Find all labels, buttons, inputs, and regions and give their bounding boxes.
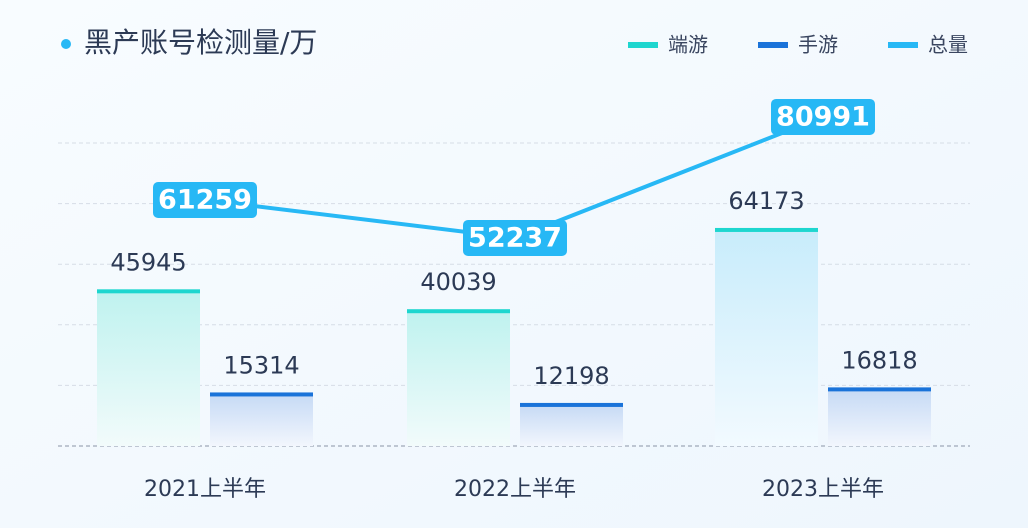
data-label: 40039 xyxy=(420,268,496,296)
legend-label: 总量 xyxy=(928,33,968,57)
bar-top xyxy=(828,387,931,392)
legend-label: 端游 xyxy=(668,33,708,57)
bar xyxy=(520,404,623,446)
total-label: 80991 xyxy=(776,101,870,132)
bar xyxy=(715,229,818,446)
x-tick-label: 2023上半年 xyxy=(762,477,884,502)
bar-top xyxy=(520,402,623,407)
total-label: 61259 xyxy=(158,184,252,215)
bar-top xyxy=(407,309,510,314)
data-label: 12198 xyxy=(533,362,609,390)
bar xyxy=(828,389,931,446)
bar xyxy=(407,311,510,446)
data-label: 45945 xyxy=(110,248,186,276)
title-dot xyxy=(61,39,71,49)
legend-swatch xyxy=(628,42,658,48)
x-tick-label: 2021上半年 xyxy=(144,477,266,502)
legend-swatch xyxy=(888,42,918,48)
data-label: 15314 xyxy=(223,351,299,379)
bar xyxy=(210,394,313,446)
x-tick-label: 2022上半年 xyxy=(454,477,576,502)
data-label: 16818 xyxy=(841,346,917,374)
bar-top xyxy=(97,289,200,294)
bar xyxy=(97,291,200,446)
bar-top xyxy=(210,392,313,397)
total-label-box xyxy=(463,219,567,256)
bar-top xyxy=(715,227,818,232)
legend-swatch xyxy=(758,42,788,48)
total-label: 52237 xyxy=(468,222,562,253)
legend-label: 手游 xyxy=(798,33,838,57)
total-label-box xyxy=(771,98,875,135)
data-label: 64173 xyxy=(728,187,804,215)
chart-title: 黑产账号检测量/万 xyxy=(84,26,317,59)
total-label-box xyxy=(153,181,257,218)
